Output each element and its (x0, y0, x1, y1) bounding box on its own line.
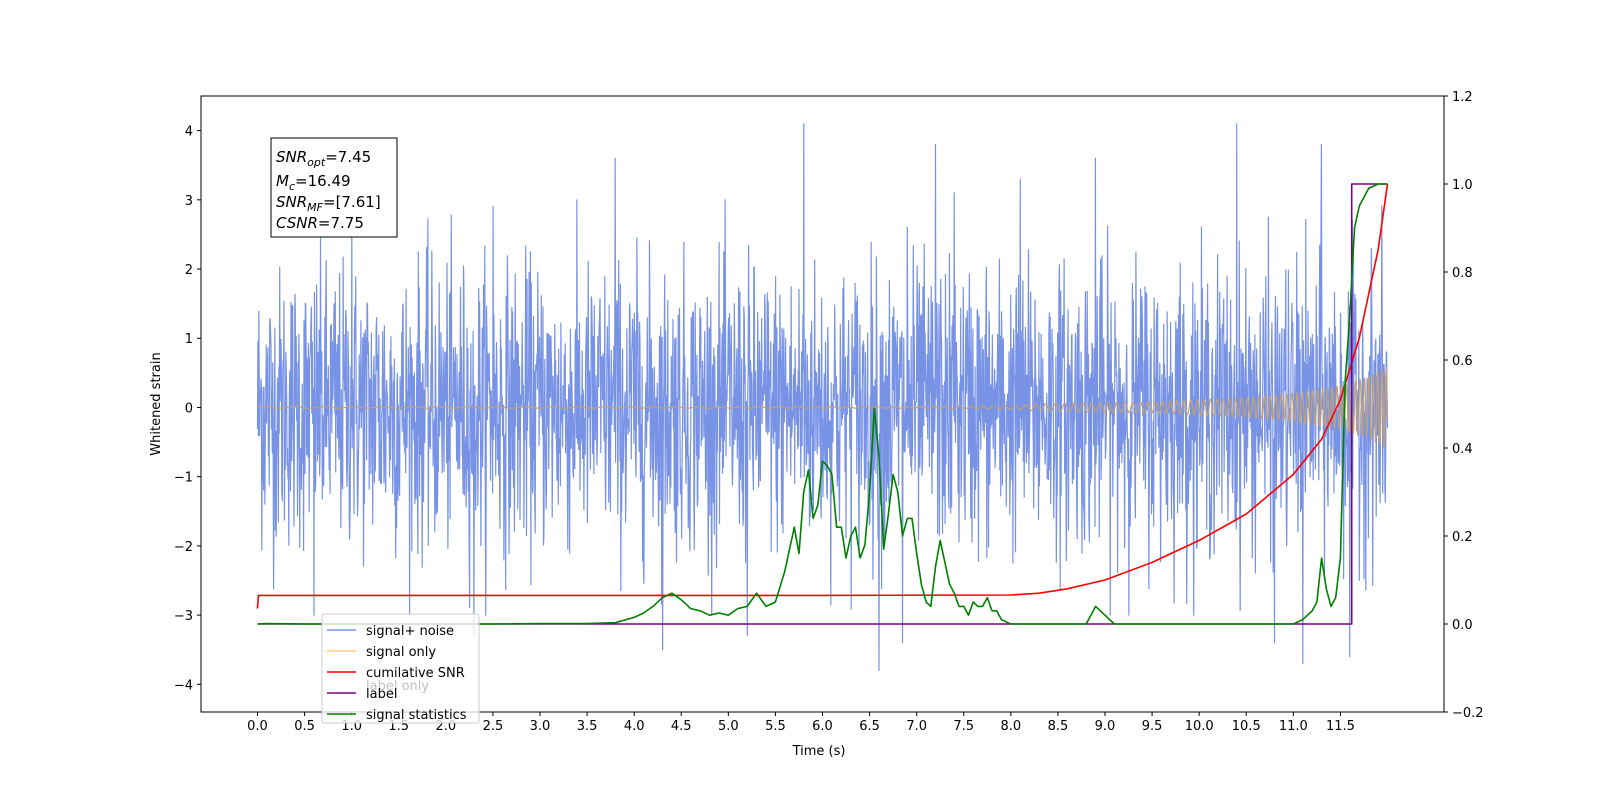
legend-label: signal+ noise (366, 624, 454, 639)
legend: label only signal+ noise signal only cumil… (321, 613, 480, 724)
y-tick-label-right: 0.2 (1452, 530, 1473, 545)
x-tick-label: 10.5 (1232, 719, 1261, 734)
legend-label: cumilative SNR (366, 666, 465, 681)
legend-label: label (366, 687, 397, 702)
series-layer (256, 123, 1389, 672)
series-label (257, 183, 1388, 625)
x-tick-label: 0.5 (294, 719, 315, 734)
x-tick-label: 11.0 (1279, 719, 1308, 734)
x-tick-label: 7.0 (906, 719, 927, 734)
series-signal-only (257, 367, 1389, 448)
y-axis-label-left: Whitened strain (149, 352, 164, 455)
y-tick-label-left: 4 (185, 125, 193, 140)
y-tick-label-left: −3 (174, 609, 193, 624)
x-tick-label: 8.0 (1000, 719, 1021, 734)
x-tick-label: 4.5 (671, 719, 692, 734)
x-tick-label: 10.0 (1185, 719, 1214, 734)
annotation-mc: Mc=16.49 (276, 172, 351, 193)
legend-label: signal only (366, 645, 436, 660)
x-tick-label: 9.0 (1095, 719, 1116, 734)
series-signal-statistics (257, 183, 1388, 625)
series-cumulative-snr (256, 183, 1389, 609)
y-tick-label-left: 1 (185, 332, 193, 347)
annotation-snr-opt: SNRopt=7.45 (276, 148, 371, 169)
y-tick-label-left: 3 (185, 194, 193, 209)
y-tick-label-left: −2 (174, 540, 193, 555)
annotation-snr-mf: SNRMF=[7.61] (276, 193, 381, 214)
x-axis-label: Time (s) (792, 744, 846, 759)
x-tick-label: 7.5 (953, 719, 974, 734)
y-tick-label-right: 0.4 (1452, 442, 1473, 457)
legend-label: signal statistics (366, 708, 467, 723)
y-tick-label-left: −4 (174, 678, 193, 693)
x-tick-label: 8.5 (1048, 719, 1069, 734)
x-tick-label: 4.0 (624, 719, 645, 734)
series-signal-noise (256, 123, 1389, 672)
annotation-box: SNRopt=7.45 Mc=16.49 SNRMF=[7.61] CSNR=7… (270, 137, 398, 238)
x-tick-label: 9.5 (1142, 719, 1163, 734)
y-tick-label-left: 0 (185, 401, 193, 416)
y-tick-label-right: 0.8 (1452, 266, 1473, 281)
x-tick-label: 5.5 (765, 719, 786, 734)
x-tick-label: 6.0 (812, 719, 833, 734)
x-tick-label: 2.5 (483, 719, 504, 734)
y-tick-label-left: −1 (174, 471, 193, 486)
y-tick-label-right: 1.2 (1452, 90, 1473, 105)
annotation-csnr: CSNR=7.75 (276, 214, 364, 232)
x-tick-label: 0.0 (247, 719, 268, 734)
y-tick-label-right: −0.2 (1452, 706, 1484, 721)
y-tick-label-right: 0.6 (1452, 354, 1473, 369)
y-tick-label-right: 1.0 (1452, 178, 1473, 193)
legend-overlap-text: label only (366, 679, 429, 694)
y-tick-label-left: 2 (185, 263, 193, 278)
x-tick-label: 3.0 (530, 719, 551, 734)
x-tick-label: 11.5 (1326, 719, 1355, 734)
x-tick-label: 5.0 (718, 719, 739, 734)
x-tick-label: 3.5 (577, 719, 598, 734)
y-tick-label-right: 0.0 (1452, 618, 1473, 633)
x-tick-label: 6.5 (859, 719, 880, 734)
